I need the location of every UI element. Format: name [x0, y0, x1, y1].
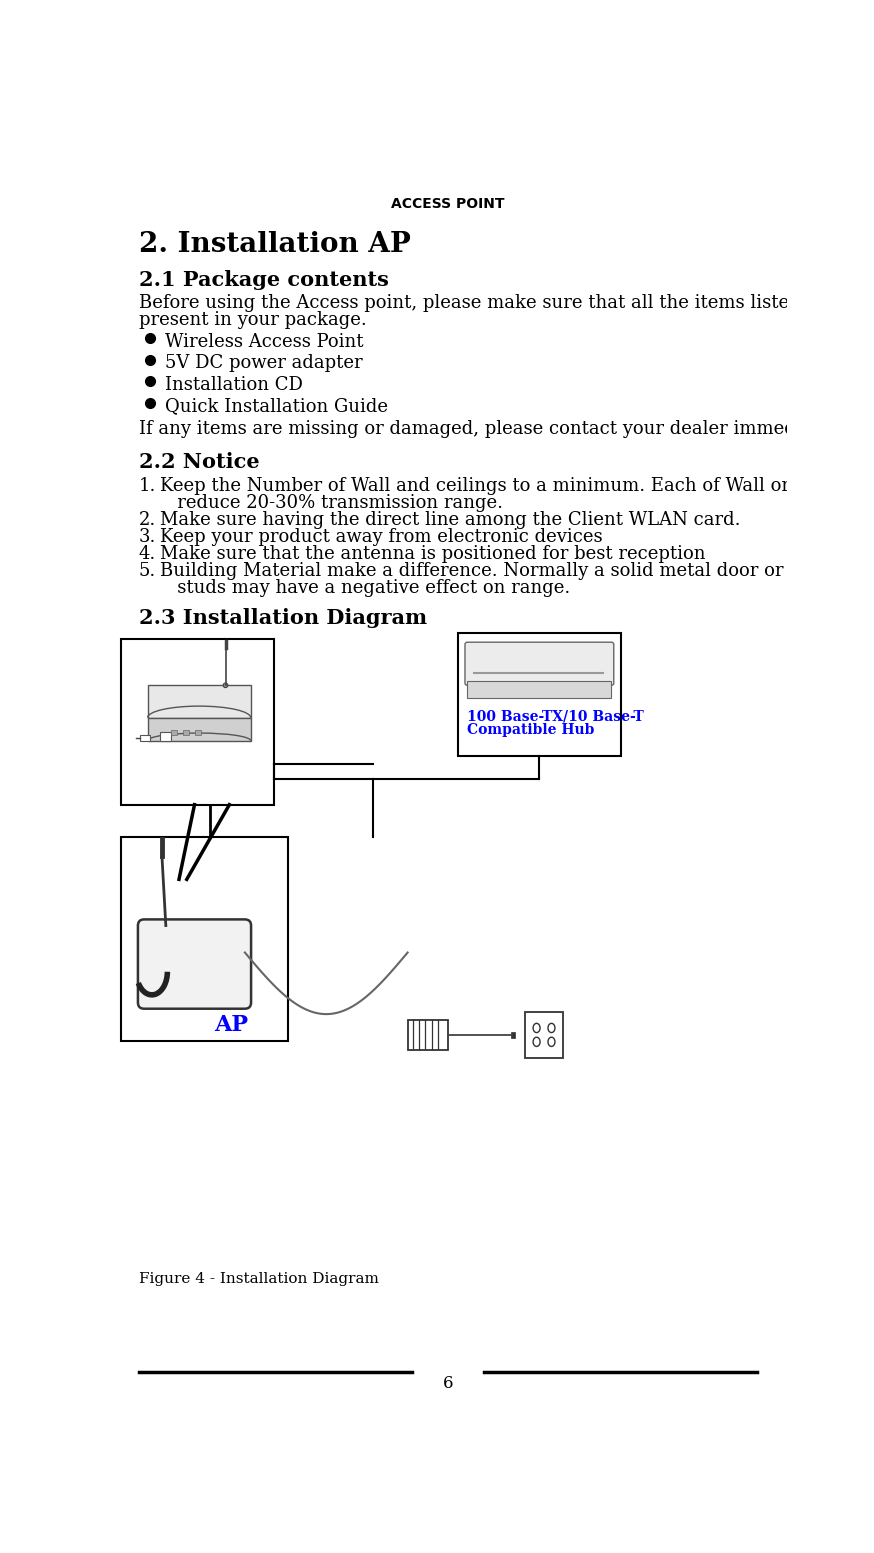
- Text: ACCESS POINT: ACCESS POINT: [392, 197, 504, 211]
- Text: Keep your product away from electronic devices: Keep your product away from electronic d…: [160, 528, 602, 547]
- Text: 2.2 Notice: 2.2 Notice: [139, 452, 260, 472]
- Text: Quick Installation Guide: Quick Installation Guide: [165, 398, 388, 415]
- Bar: [121, 837, 288, 1041]
- Text: reduce 20-30% transmission range.: reduce 20-30% transmission range.: [160, 494, 503, 512]
- Polygon shape: [148, 717, 251, 741]
- Text: Make sure having the direct line among the Client WLAN card.: Make sure having the direct line among t…: [160, 511, 740, 530]
- FancyBboxPatch shape: [465, 643, 614, 685]
- Bar: [121, 640, 274, 804]
- Text: 6: 6: [442, 1376, 454, 1391]
- Bar: [525, 1013, 563, 1058]
- Bar: [510, 1031, 516, 1037]
- Text: 3.: 3.: [139, 528, 156, 547]
- Text: 1.: 1.: [139, 477, 156, 495]
- Text: 4.: 4.: [139, 545, 156, 564]
- Text: Wireless Access Point: Wireless Access Point: [165, 332, 364, 351]
- Bar: [598, 682, 606, 686]
- Ellipse shape: [548, 1023, 555, 1033]
- Bar: [195, 730, 201, 735]
- Bar: [458, 634, 621, 756]
- Bar: [171, 730, 177, 735]
- Text: 2.1 Package contents: 2.1 Package contents: [139, 270, 389, 289]
- Text: 2. Installation AP: 2. Installation AP: [139, 231, 411, 258]
- Bar: [468, 682, 612, 699]
- Ellipse shape: [533, 1023, 540, 1033]
- Text: Keep the Number of Wall and ceilings to a minimum. Each of Wall or Ceiling will: Keep the Number of Wall and ceilings to …: [160, 477, 874, 495]
- Text: present in your package.: present in your package.: [139, 311, 366, 329]
- Text: Figure 4 - Installation Diagram: Figure 4 - Installation Diagram: [139, 1272, 378, 1286]
- Bar: [407, 1019, 448, 1050]
- Ellipse shape: [548, 1037, 555, 1047]
- Text: 5V DC power adapter: 5V DC power adapter: [165, 354, 363, 373]
- Bar: [477, 685, 495, 691]
- Text: 2.: 2.: [139, 511, 156, 530]
- FancyBboxPatch shape: [138, 919, 251, 1009]
- Text: 2.3 Installation Diagram: 2.3 Installation Diagram: [139, 609, 427, 629]
- Text: If any items are missing or damaged, please contact your dealer immediately.: If any items are missing or damaged, ple…: [139, 421, 850, 438]
- Text: 5.: 5.: [139, 562, 156, 581]
- Text: 100 Base-TX/10 Base-T: 100 Base-TX/10 Base-T: [468, 710, 644, 724]
- Ellipse shape: [223, 683, 228, 688]
- Text: Before using the Access point, please make sure that all the items listed below : Before using the Access point, please ma…: [139, 294, 874, 312]
- Ellipse shape: [533, 1037, 540, 1047]
- Text: Compatible Hub: Compatible Hub: [468, 724, 594, 738]
- Bar: [140, 735, 149, 741]
- Text: Building Material make a difference. Normally a solid metal door or aluminum: Building Material make a difference. Nor…: [160, 562, 874, 581]
- Text: Make sure that the antenna is positioned for best reception: Make sure that the antenna is positioned…: [160, 545, 705, 564]
- Text: AP: AP: [214, 1014, 248, 1036]
- Text: studs may have a negative effect on range.: studs may have a negative effect on rang…: [160, 579, 570, 596]
- Bar: [501, 685, 517, 691]
- Bar: [183, 730, 189, 735]
- Polygon shape: [148, 685, 251, 717]
- Bar: [160, 731, 171, 741]
- Text: Installation CD: Installation CD: [165, 376, 303, 394]
